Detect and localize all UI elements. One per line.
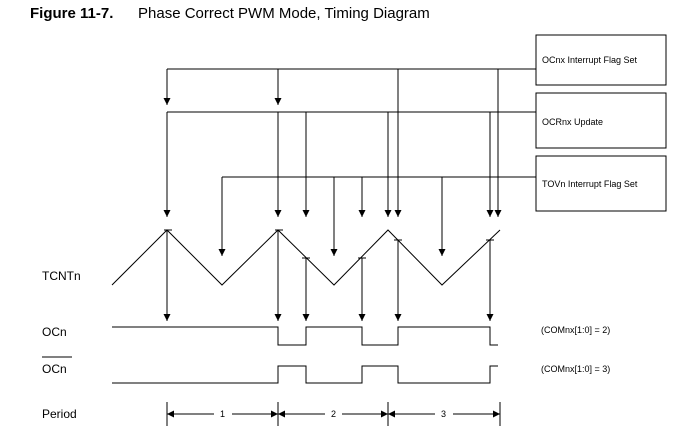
figure-number: Figure 11-7. (30, 5, 114, 22)
period-markers: 1 2 3 (166, 402, 501, 426)
tov-event-box: TOVn Interrupt Flag Set (535, 155, 667, 212)
ocn-inverted-waveform (112, 365, 498, 384)
ocr-update-label: OCRnx Update (542, 117, 603, 127)
tov-arrows (218, 177, 446, 256)
ocf-arrows (163, 69, 502, 217)
tcnt-drop-lines (163, 230, 494, 321)
period-label: Period (42, 407, 77, 421)
ocn-inverted-mode-note: (COMnx[1:0] = 3) (541, 364, 610, 374)
ocn-mode-note: (COMnx[1:0] = 2) (541, 325, 610, 335)
ocr-arrows (163, 112, 494, 217)
figure-title: Phase Correct PWM Mode, Timing Diagram (138, 5, 430, 22)
ocf-event-label: OCnx Interrupt Flag Set (542, 55, 638, 65)
period-number: 2 (331, 409, 336, 419)
period-number: 1 (220, 409, 225, 419)
tcnt-label: TCNTn (42, 269, 81, 283)
ocn-waveform (112, 326, 498, 346)
period-number: 3 (441, 409, 446, 419)
figure-caption: Figure 11-7. Phase Correct PWM Mode, Timi… (30, 5, 430, 22)
ocr-update-box: OCRnx Update (535, 92, 667, 149)
compare-match-ticks (164, 229, 494, 259)
ocf-event-box: OCnx Interrupt Flag Set (535, 34, 667, 86)
ocn-label: OCn (42, 325, 67, 339)
ocn-inverted-label: OCn (42, 362, 67, 376)
tov-event-label: TOVn Interrupt Flag Set (542, 179, 638, 189)
